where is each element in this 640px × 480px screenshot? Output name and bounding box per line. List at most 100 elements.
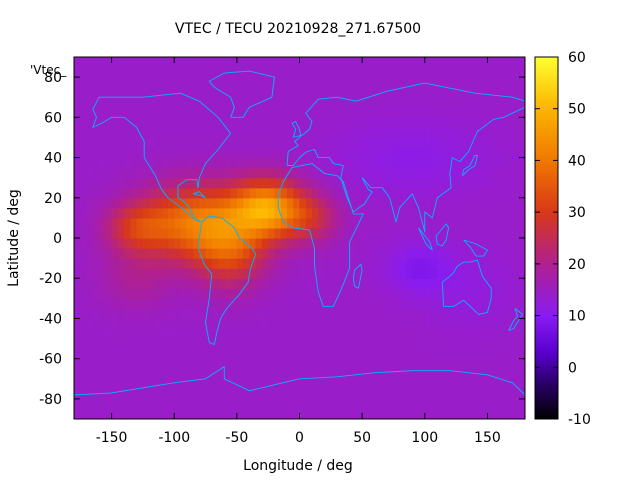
- heatmap-cell: [374, 107, 382, 118]
- heatmap-cell: [86, 328, 94, 340]
- heatmap-cell: [506, 258, 514, 269]
- heatmap-cell: [280, 127, 288, 139]
- heatmap-cell: [399, 217, 407, 229]
- heatmap-cell: [368, 157, 376, 169]
- heatmap-cell: [462, 107, 470, 118]
- heatmap-cell: [211, 97, 219, 108]
- heatmap-cell: [255, 157, 263, 169]
- heatmap-cell: [405, 278, 413, 289]
- heatmap-cell: [468, 67, 476, 78]
- coastline-sumatra: [418, 227, 433, 251]
- heatmap-cell: [456, 338, 463, 350]
- heatmap-cell: [299, 147, 307, 159]
- heatmap-cell: [92, 217, 100, 229]
- heatmap-cell: [518, 227, 525, 239]
- heatmap-cell: [474, 147, 482, 159]
- heatmap-cell: [487, 57, 495, 68]
- heatmap-cell: [431, 308, 438, 320]
- heatmap-cell: [399, 318, 407, 330]
- heatmap-cell: [437, 187, 445, 199]
- heatmap-cell: [124, 197, 131, 209]
- heatmap-cell: [337, 398, 344, 410]
- heatmap-cell: [230, 87, 238, 98]
- heatmap-cell: [111, 157, 119, 169]
- heatmap-cell: [431, 77, 438, 88]
- heatmap-cell: [167, 177, 175, 189]
- heatmap-cell: [462, 157, 470, 169]
- heatmap-cell: [211, 388, 219, 400]
- heatmap-cell: [211, 368, 219, 380]
- heatmap-cell: [224, 248, 232, 259]
- heatmap-cell: [180, 137, 188, 149]
- heatmap-cell: [86, 67, 94, 78]
- heatmap-cell: [337, 268, 344, 279]
- heatmap-cell: [299, 77, 307, 88]
- heatmap-cell: [117, 238, 125, 249]
- heatmap-cell: [86, 157, 94, 169]
- heatmap-cell: [243, 398, 250, 410]
- heatmap-cell: [268, 157, 276, 169]
- heatmap-cell: [117, 388, 125, 400]
- heatmap-cell: [424, 258, 432, 269]
- heatmap-cell: [80, 328, 88, 340]
- heatmap-cell: [243, 97, 250, 108]
- heatmap-cell: [443, 288, 451, 299]
- heatmap-cell: [368, 197, 376, 209]
- heatmap-cell: [462, 187, 470, 199]
- heatmap-cell: [117, 338, 125, 350]
- heatmap-cell: [412, 248, 420, 259]
- heatmap-cell: [399, 107, 407, 118]
- heatmap-cell: [293, 268, 301, 279]
- heatmap-cell: [243, 378, 250, 390]
- heatmap-cell: [286, 278, 294, 289]
- heatmap-cell: [205, 227, 213, 239]
- heatmap-cell: [362, 167, 369, 179]
- heatmap-cell: [324, 288, 332, 299]
- heatmap-cell: [218, 87, 225, 98]
- heatmap-cell: [224, 278, 232, 289]
- heatmap-cell: [443, 408, 451, 419]
- heatmap-cell: [437, 137, 445, 149]
- heatmap-cell: [299, 338, 307, 350]
- heatmap-cell: [518, 137, 525, 149]
- heatmap-cell: [462, 127, 470, 139]
- heatmap-cell: [456, 398, 463, 410]
- heatmap-cell: [230, 187, 238, 199]
- heatmap-cell: [167, 87, 175, 98]
- heatmap-cell: [362, 197, 369, 209]
- heatmap-cell: [324, 57, 332, 68]
- heatmap-cell: [142, 238, 150, 249]
- heatmap-cell: [130, 388, 138, 400]
- heatmap-cell: [456, 298, 463, 309]
- heatmap-cell: [236, 97, 244, 108]
- heatmap-cell: [130, 398, 138, 410]
- x-tick-label: -50: [225, 430, 248, 446]
- heatmap-cell: [437, 408, 445, 419]
- heatmap-cell: [293, 137, 301, 149]
- heatmap-cell: [355, 177, 363, 189]
- heatmap-cell: [105, 57, 113, 68]
- heatmap-cell: [74, 177, 81, 189]
- heatmap-cell: [230, 388, 238, 400]
- heatmap-cell: [74, 117, 81, 128]
- heatmap-cell: [167, 207, 175, 219]
- heatmap-cell: [399, 207, 407, 219]
- heatmap-cell: [74, 67, 81, 78]
- heatmap-cell: [142, 207, 150, 219]
- heatmap-cell: [462, 217, 470, 229]
- heatmap-cell: [456, 238, 463, 249]
- heatmap-cell: [343, 248, 351, 259]
- heatmap-cell: [293, 408, 301, 419]
- heatmap-cell: [456, 308, 463, 320]
- heatmap-cell: [412, 308, 420, 320]
- heatmap-cell: [142, 97, 150, 108]
- heatmap-cell: [218, 197, 225, 209]
- heatmap-cell: [117, 137, 125, 149]
- heatmap-cell: [155, 187, 163, 199]
- heatmap-cell: [142, 127, 150, 139]
- colorbar-tick-label: 50: [568, 102, 586, 118]
- heatmap-cell: [380, 288, 388, 299]
- heatmap-cell: [92, 308, 100, 320]
- heatmap-cell: [193, 87, 200, 98]
- heatmap-cell: [186, 328, 194, 340]
